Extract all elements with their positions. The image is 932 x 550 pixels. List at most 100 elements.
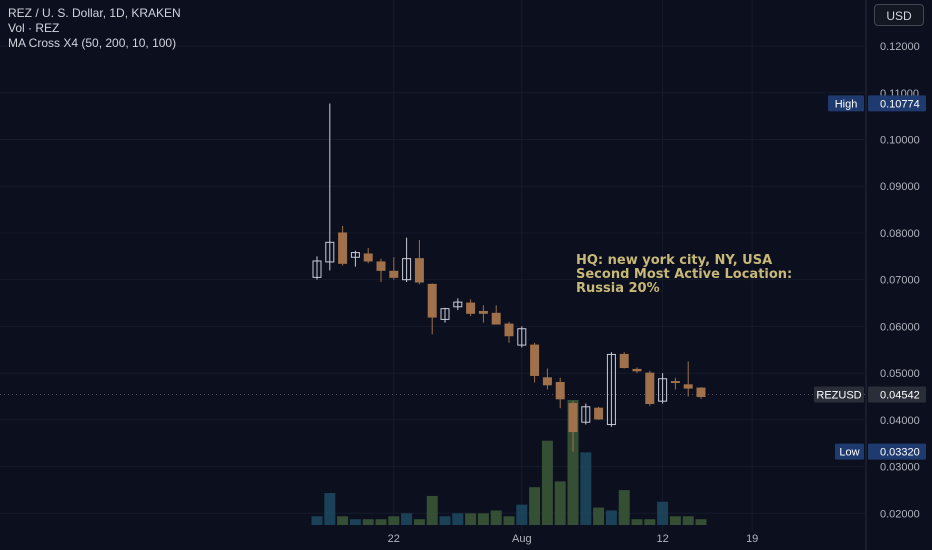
annotation-line-1: HQ: new york city, NY, USA xyxy=(576,253,773,268)
candle-body xyxy=(414,258,424,283)
volume-bar xyxy=(529,487,541,525)
x-tick-label: Aug xyxy=(512,533,532,545)
y-tick-label: 0.05000 xyxy=(880,368,920,380)
candle-body xyxy=(670,381,680,384)
volume-bar xyxy=(682,516,694,525)
candle-body xyxy=(427,283,437,318)
volume-bar xyxy=(490,510,502,525)
candle-body xyxy=(542,377,552,386)
y-tick-label: 0.02000 xyxy=(880,508,920,520)
candle-body xyxy=(491,312,501,325)
candle-body xyxy=(376,261,386,271)
price-label-tag xyxy=(828,95,864,112)
chart-annotation: HQ: new york city, NY, USA Second Most A… xyxy=(576,254,792,296)
volume-bar xyxy=(631,519,643,525)
y-tick-label: 0.06000 xyxy=(880,321,920,333)
price-label-tag xyxy=(835,443,864,460)
ma-cross-indicator-label[interactable]: MA Cross X4 (50, 200, 10, 100) xyxy=(8,36,177,50)
volume-bar xyxy=(413,519,425,525)
x-tick-label: 19 xyxy=(746,533,758,545)
volume-bars xyxy=(311,400,707,525)
price-label-value: 0.03320 xyxy=(880,447,920,459)
candle-body xyxy=(619,353,629,369)
volume-bar xyxy=(593,507,605,525)
volume-bar xyxy=(311,516,323,525)
price-label-name: Low xyxy=(839,447,859,459)
candle-body xyxy=(632,368,642,372)
candle-body xyxy=(606,353,616,426)
chart-legend: REZ / U. S. Dollar, 1D, KRAKEN Vol · REZ… xyxy=(8,6,181,51)
annotation-line-2: Second Most Active Location: xyxy=(576,267,793,282)
candle-body xyxy=(504,323,514,337)
y-tick-label: 0.09000 xyxy=(880,181,920,193)
symbol-title[interactable]: REZ / U. S. Dollar, 1D, KRAKEN xyxy=(8,6,181,20)
candle-body xyxy=(453,301,463,308)
candle-body xyxy=(696,387,706,397)
y-tick-label: 0.08000 xyxy=(880,228,920,240)
volume-bar xyxy=(541,440,553,525)
candle-body xyxy=(683,384,693,389)
volume-bar xyxy=(669,516,681,525)
candle-body xyxy=(645,372,655,405)
volume-bar xyxy=(516,504,528,525)
candle-body xyxy=(402,258,412,281)
time-axis[interactable]: 22 Aug 12 19 xyxy=(388,533,759,545)
candle-body xyxy=(478,310,488,314)
candle-body xyxy=(568,403,578,433)
x-tick-label: 12 xyxy=(656,533,668,545)
x-tick-label: 22 xyxy=(388,533,400,545)
candle-body xyxy=(466,302,476,314)
candle-body xyxy=(325,241,335,263)
currency-button[interactable]: USD xyxy=(874,4,924,26)
candle-body xyxy=(594,407,604,420)
candle-body xyxy=(555,381,565,400)
candlesticks xyxy=(312,103,706,452)
volume-bar xyxy=(580,452,592,525)
candle-body xyxy=(363,253,373,262)
volume-bar xyxy=(349,519,361,525)
volume-bar xyxy=(337,516,349,525)
volume-bar xyxy=(567,400,579,525)
volume-bar xyxy=(657,501,669,525)
price-labels: High 0.10774 REZUSD 0.04542 Low 0.03320 xyxy=(814,95,926,460)
volume-bar xyxy=(477,513,489,525)
volume-bar xyxy=(452,513,464,525)
price-label-value-box xyxy=(868,386,926,403)
price-label-name: High xyxy=(835,98,858,110)
candle-body xyxy=(517,328,527,346)
y-tick-label: 0.03000 xyxy=(880,462,920,474)
y-tick-label: 0.07000 xyxy=(880,275,920,287)
candle-body xyxy=(658,378,668,402)
volume-bar xyxy=(695,519,707,525)
volume-bar xyxy=(644,519,656,525)
volume-bar xyxy=(618,490,630,525)
volume-bar xyxy=(439,516,451,525)
candle-body xyxy=(581,406,591,423)
y-tick-label: 0.12000 xyxy=(880,41,920,53)
price-label-value: 0.04542 xyxy=(880,390,920,402)
candle-body xyxy=(350,252,360,258)
volume-bar xyxy=(426,495,438,525)
price-label-value-box xyxy=(868,443,926,460)
volume-indicator-label[interactable]: Vol · REZ xyxy=(8,21,60,35)
candle-body xyxy=(312,260,322,278)
volume-bar xyxy=(465,513,477,525)
volume-bar xyxy=(401,513,413,525)
candle-body xyxy=(338,232,348,264)
volume-bar xyxy=(324,493,336,525)
volume-bar xyxy=(362,519,374,525)
y-tick-label: 0.04000 xyxy=(880,415,920,427)
y-tick-label: 0.10000 xyxy=(880,135,920,147)
price-label-name: REZUSD xyxy=(816,390,861,402)
volume-bar xyxy=(554,481,566,525)
candle-body xyxy=(440,308,450,320)
price-label-value: 0.10774 xyxy=(880,98,920,110)
volume-bar xyxy=(375,519,387,525)
annotation-line-3: Russia 20% xyxy=(576,281,660,296)
volume-bar xyxy=(503,516,515,525)
volume-bar xyxy=(605,510,617,525)
candle-body xyxy=(530,344,540,376)
volume-bar xyxy=(388,516,400,525)
price-label-tag xyxy=(814,386,864,403)
